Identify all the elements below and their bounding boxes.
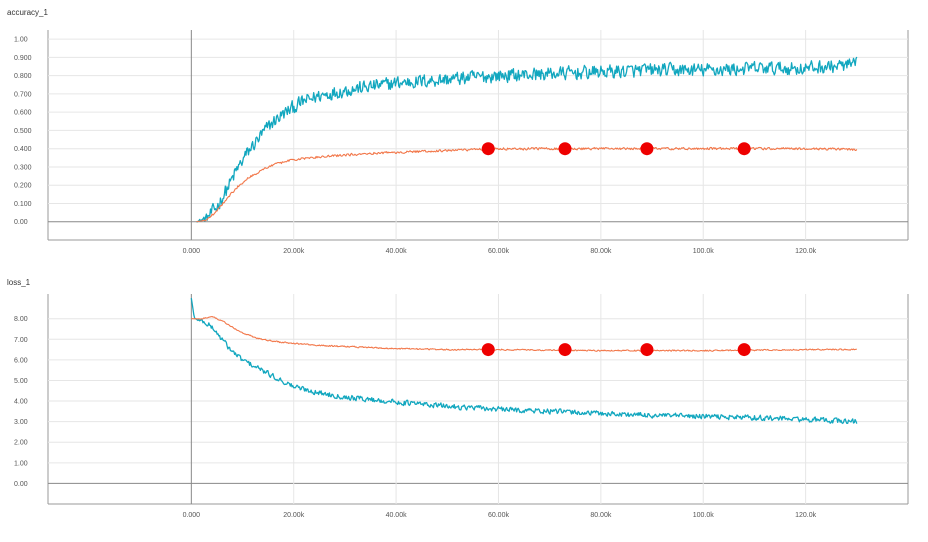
y-tick-label: 0.600	[14, 110, 32, 117]
red-marker-point	[640, 142, 654, 156]
red-marker-point	[737, 142, 751, 156]
chart-title: accuracy_1	[7, 8, 48, 17]
red-marker-point	[558, 343, 572, 357]
x-tick-label: 100.0k	[693, 512, 715, 519]
loss-chart-panel: loss_1 0.00 1.00 2.00 3.00 4.00 5.00 6.00 7.00 8…	[0, 270, 928, 542]
y-tick-label: 0.100	[14, 201, 32, 208]
red-marker-point	[640, 343, 654, 357]
y-tick-label: 0.300	[14, 164, 32, 171]
red-marker-point	[481, 142, 495, 156]
x-tick-label: 20.00k	[283, 512, 305, 519]
x-tick-label: 60.00k	[488, 248, 510, 255]
accuracy-chart-panel: accuracy_1 0.00 0.100 0.200 0.300 0.400 0.500…	[0, 0, 928, 262]
x-tick-label: 60.00k	[488, 512, 510, 519]
y-tick-label: 0.400	[14, 146, 32, 153]
y-tick-label: 0.900	[14, 55, 32, 62]
x-tick-label: 80.00k	[590, 248, 612, 255]
red-marker-point	[558, 142, 572, 156]
x-tick-label: 40.00k	[386, 248, 408, 255]
loss-chart: 0.00 1.00 2.00 3.00 4.00 5.00 6.00 7.00 8.00 0.00…	[14, 294, 909, 519]
y-tick-label: 0.00	[14, 219, 28, 226]
y-tick-label: 3.00	[14, 419, 28, 426]
y-tick-label: 0.700	[14, 91, 32, 98]
accuracy-chart: 0.00 0.100 0.200 0.300 0.400 0.500 0.600 0.700 0…	[14, 30, 909, 255]
x-tick-label: 0.000	[183, 248, 201, 255]
y-tick-label: 1.00	[14, 37, 28, 44]
y-tick-label: 0.500	[14, 128, 32, 135]
x-tick-label: 120.0k	[795, 248, 817, 255]
y-tick-label: 4.00	[14, 399, 28, 406]
y-tick-label: 0.00	[14, 481, 28, 488]
y-tick-label: 2.00	[14, 440, 28, 447]
x-tick-label: 0.000	[183, 512, 201, 519]
x-tick-label: 20.00k	[283, 248, 305, 255]
x-tick-label: 80.00k	[590, 512, 612, 519]
x-tick-label: 100.0k	[693, 248, 715, 255]
red-marker-point	[737, 343, 751, 357]
y-tick-label: 0.200	[14, 183, 32, 190]
chart-title: loss_1	[7, 278, 31, 287]
series-line-orange	[191, 315, 857, 352]
y-tick-label: 7.00	[14, 337, 28, 344]
y-tick-label: 5.00	[14, 378, 28, 385]
y-tick-label: 0.800	[14, 73, 32, 80]
x-tick-label: 40.00k	[386, 512, 408, 519]
y-tick-label: 8.00	[14, 316, 28, 323]
series-line-teal	[196, 56, 858, 223]
series-line-orange	[196, 146, 858, 223]
x-tick-label: 120.0k	[795, 512, 817, 519]
red-marker-point	[481, 343, 495, 357]
y-tick-label: 6.00	[14, 357, 28, 364]
y-tick-label: 1.00	[14, 460, 28, 467]
series-line-teal	[190, 297, 858, 425]
